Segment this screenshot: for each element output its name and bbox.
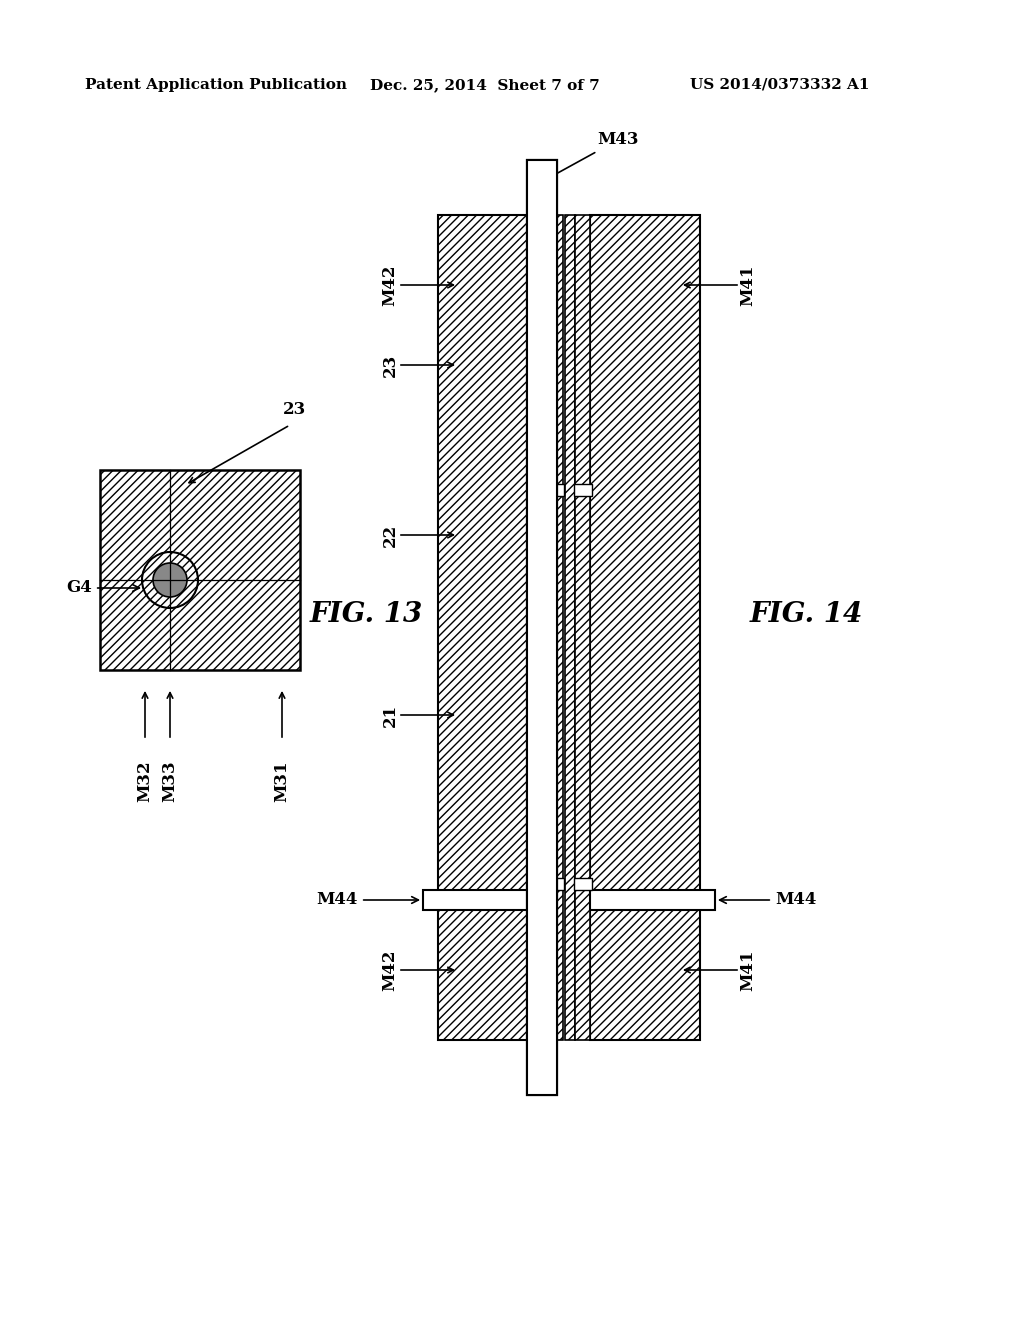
Text: 23: 23 [284, 401, 306, 418]
Text: US 2014/0373332 A1: US 2014/0373332 A1 [690, 78, 869, 92]
Bar [574, 878, 592, 890]
Bar [423, 890, 548, 909]
Text: 21: 21 [382, 704, 398, 726]
Circle shape [142, 552, 198, 609]
Text: 22: 22 [382, 523, 398, 546]
Text: FIG. 13: FIG. 13 [310, 602, 423, 628]
Text: M32: M32 [136, 760, 154, 801]
Text: M31: M31 [273, 760, 291, 801]
Bar [575, 215, 590, 1040]
Text: M42: M42 [382, 264, 398, 306]
Bar [546, 484, 564, 496]
Text: FIG. 14: FIG. 14 [750, 602, 863, 628]
Text: 23: 23 [382, 354, 398, 376]
Text: M42: M42 [382, 949, 398, 991]
Bar [590, 890, 715, 909]
Text: M41: M41 [739, 264, 757, 306]
Text: M33: M33 [162, 760, 178, 801]
Bar [100, 470, 300, 671]
Text: M44: M44 [720, 891, 816, 908]
Bar [548, 215, 563, 1040]
Text: G4: G4 [67, 579, 139, 597]
Text: M44: M44 [316, 891, 419, 908]
Bar [438, 215, 548, 1040]
Bar [438, 215, 548, 1040]
Bar [590, 215, 700, 1040]
Bar [548, 215, 563, 1040]
Circle shape [153, 564, 187, 597]
Bar [527, 160, 557, 1096]
Bar [575, 215, 590, 1040]
Bar [565, 215, 575, 1040]
Bar [527, 160, 557, 1096]
Text: M41: M41 [739, 949, 757, 991]
Bar [590, 215, 700, 1040]
Text: Dec. 25, 2014  Sheet 7 of 7: Dec. 25, 2014 Sheet 7 of 7 [370, 78, 600, 92]
Bar [574, 484, 592, 496]
Bar [565, 215, 575, 1040]
Bar [527, 160, 557, 1096]
Text: M43: M43 [549, 132, 639, 178]
Bar [100, 470, 300, 671]
Bar [546, 878, 564, 890]
Text: Patent Application Publication: Patent Application Publication [85, 78, 347, 92]
